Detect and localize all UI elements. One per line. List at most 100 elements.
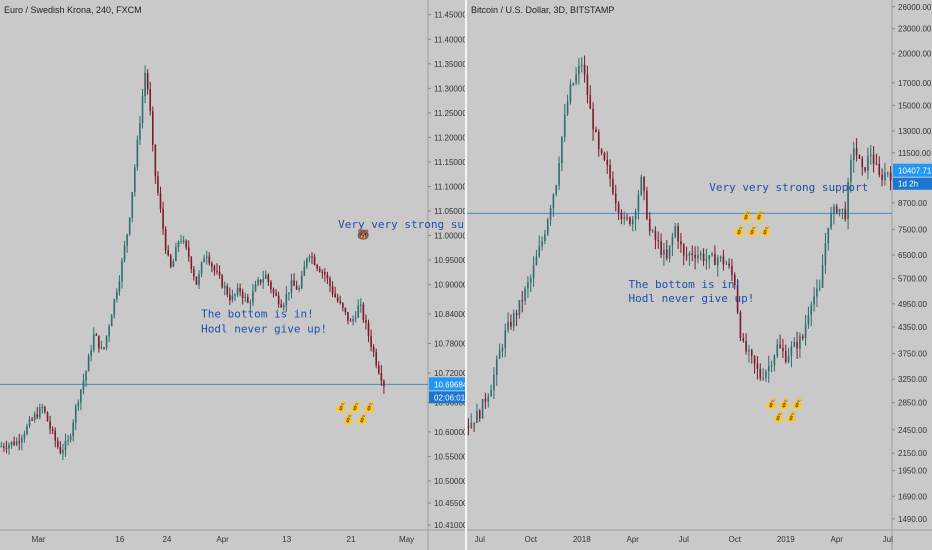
candle-body [799, 336, 801, 349]
candle-body [753, 355, 756, 364]
candle-body [646, 190, 648, 219]
candle-body [541, 241, 543, 247]
candle-body [524, 288, 526, 301]
chart-annotation: Hodl never give up! [201, 323, 327, 336]
y-tick-label: 10.78000 [434, 340, 466, 349]
candle-body [377, 365, 380, 373]
candle-body [290, 280, 293, 293]
x-tick-label: May [399, 535, 414, 544]
candle-body [221, 275, 223, 288]
candle-body [833, 206, 835, 214]
candle-body [555, 185, 558, 195]
y-tick-label: 13000.00 [898, 127, 932, 136]
candle-body [566, 101, 569, 115]
y-tick-label: 17000.00 [898, 79, 932, 88]
candle-body [216, 270, 218, 272]
candle-body [326, 274, 329, 279]
candle-body [231, 295, 234, 301]
candle-body [146, 72, 149, 90]
candle-body [329, 278, 331, 286]
candle-body [277, 295, 280, 305]
candle-body [98, 335, 100, 349]
candle-body [200, 262, 203, 274]
chart-annotation: The bottom is in! [201, 308, 314, 321]
candle-body [254, 284, 257, 292]
y-tick-label: 2450.00 [898, 426, 927, 435]
candle-body [586, 74, 589, 96]
money-bag-icon: 💰 [335, 400, 347, 413]
candle-body [702, 253, 705, 262]
candle-body [770, 365, 773, 367]
candle-body [504, 330, 507, 348]
chart-annotation: Hodl never give up! [629, 292, 755, 305]
candle-body [470, 422, 473, 428]
candle-body [187, 247, 190, 258]
money-bag-icon: 💰 [753, 209, 765, 222]
candle-body [56, 440, 59, 448]
candle-body [595, 129, 597, 132]
candle-body [131, 192, 134, 218]
candle-body [600, 149, 603, 153]
y-tick-label: 11.00000 [434, 232, 466, 241]
candle-body [349, 320, 352, 322]
candle-body [767, 365, 770, 372]
candle-body [657, 239, 660, 242]
panel-divider[interactable] [465, 0, 467, 550]
candle-body [889, 172, 892, 181]
candle-body [731, 266, 733, 275]
candle-body [100, 347, 103, 349]
candle-body [64, 440, 67, 451]
candle-body [367, 322, 370, 336]
candle-body [172, 261, 175, 267]
y-tick-label: 11500.00 [898, 149, 931, 158]
eurosek-chart-panel[interactable]: Euro / Swedish Krona, 240, FXCM 10.41000… [0, 0, 466, 550]
y-tick-label: 1690.00 [898, 492, 927, 501]
candle-body [563, 114, 566, 137]
candle-body [759, 368, 762, 379]
candle-body [23, 433, 26, 439]
candle-body [164, 229, 167, 251]
candle-body [728, 263, 730, 267]
candle-body [144, 72, 146, 97]
btcusd-chart-panel[interactable]: Bitcoin / U.S. Dollar, 3D, BITSTAMP 1490… [467, 0, 932, 550]
btcusd-chart-svg[interactable]: 1490.00 1690.00 1950.00 2150.00 2450.00 2850.… [467, 0, 932, 550]
candle-body [288, 292, 290, 294]
candle-body [578, 65, 580, 75]
y-tick-label: 4350.00 [898, 323, 927, 332]
y-tick-label: 5700.00 [898, 275, 927, 284]
candle-body [521, 300, 524, 302]
candle-body [714, 253, 716, 265]
candle-body [864, 167, 866, 171]
y-tick-label: 10.72000 [434, 369, 466, 378]
candle-body [515, 313, 518, 316]
candle-body [473, 422, 475, 424]
y-tick-label: 7500.00 [898, 225, 927, 234]
candle-body [603, 152, 606, 160]
candle-body [275, 292, 277, 296]
candle-body [583, 64, 586, 75]
candle-body [229, 294, 231, 301]
y-tick-label: 3250.00 [898, 375, 927, 384]
candle-body [467, 426, 470, 428]
candle-body [742, 337, 745, 341]
candle-body [74, 406, 77, 423]
candle-body [765, 371, 767, 378]
candle-body [538, 246, 541, 257]
y-tick-label: 10.95000 [434, 256, 466, 265]
eurosek-chart-svg[interactable]: 10.41000 10.45500 10.50000 10.55000 10.60000… [0, 0, 466, 550]
countdown-label: 02:06:01 [434, 393, 466, 402]
candle-body [688, 253, 691, 256]
candle-body [126, 234, 128, 246]
candle-body [118, 281, 121, 293]
candle-body [28, 419, 31, 427]
x-tick-label: 16 [115, 535, 124, 544]
candle-body [708, 255, 711, 260]
candle-body [682, 244, 685, 256]
candle-body [311, 256, 313, 258]
y-tick-label: 6500.00 [898, 251, 927, 260]
candle-body [318, 268, 321, 272]
y-tick-label: 10.45500 [434, 499, 466, 508]
money-bag-icon: 💰 [772, 410, 784, 423]
candle-body [677, 226, 679, 242]
candle-body [750, 349, 753, 356]
